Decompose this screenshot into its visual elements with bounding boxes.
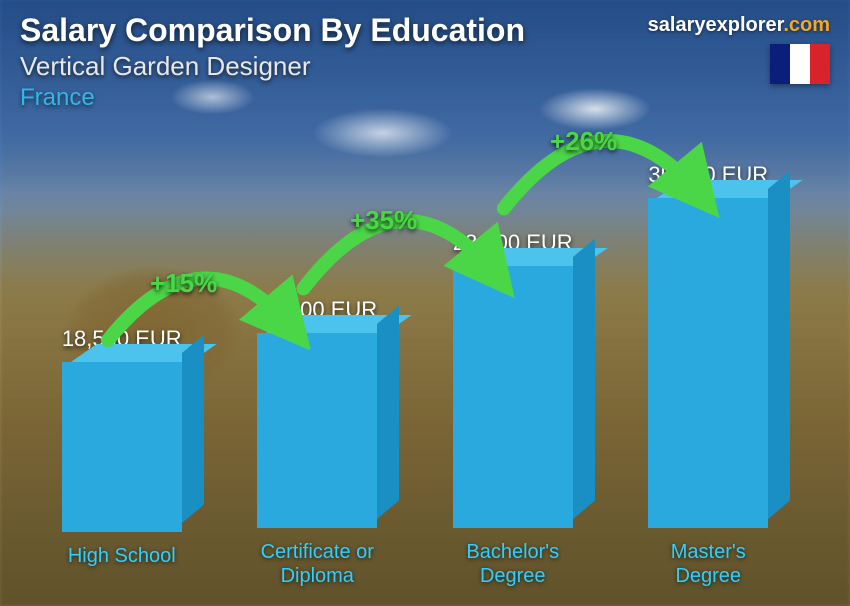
bar-category-label: Master'sDegree [671, 540, 746, 588]
bar [257, 333, 377, 528]
bar-column: 21,200 EURCertificate orDiploma [226, 297, 410, 588]
flag-france [770, 44, 830, 84]
brand-text-a: salaryexplorer [648, 14, 784, 36]
bar-category-label: High School [68, 544, 176, 588]
chart-subtitle: Vertical Garden Designer [20, 51, 830, 82]
increase-label: +26% [550, 126, 617, 157]
bar-chart: 18,500 EURHigh School21,200 EURCertifica… [30, 108, 800, 588]
brand-logo: salaryexplorer.com [648, 14, 830, 37]
bar [453, 266, 573, 528]
bar-column: 35,900 EURMaster'sDegree [617, 162, 801, 588]
flag-stripe-2 [790, 44, 810, 84]
bar-category-label: Certificate orDiploma [261, 540, 374, 588]
bar-column: 28,500 EURBachelor'sDegree [421, 230, 605, 588]
bar [648, 198, 768, 528]
flag-stripe-1 [770, 44, 790, 84]
bar-column: 18,500 EURHigh School [30, 326, 214, 588]
bar-category-label: Bachelor'sDegree [466, 540, 559, 588]
bar [62, 362, 182, 532]
increase-label: +35% [350, 205, 417, 236]
brand-text-b: .com [783, 14, 830, 36]
increase-label: +15% [150, 268, 217, 299]
flag-stripe-3 [810, 44, 830, 84]
